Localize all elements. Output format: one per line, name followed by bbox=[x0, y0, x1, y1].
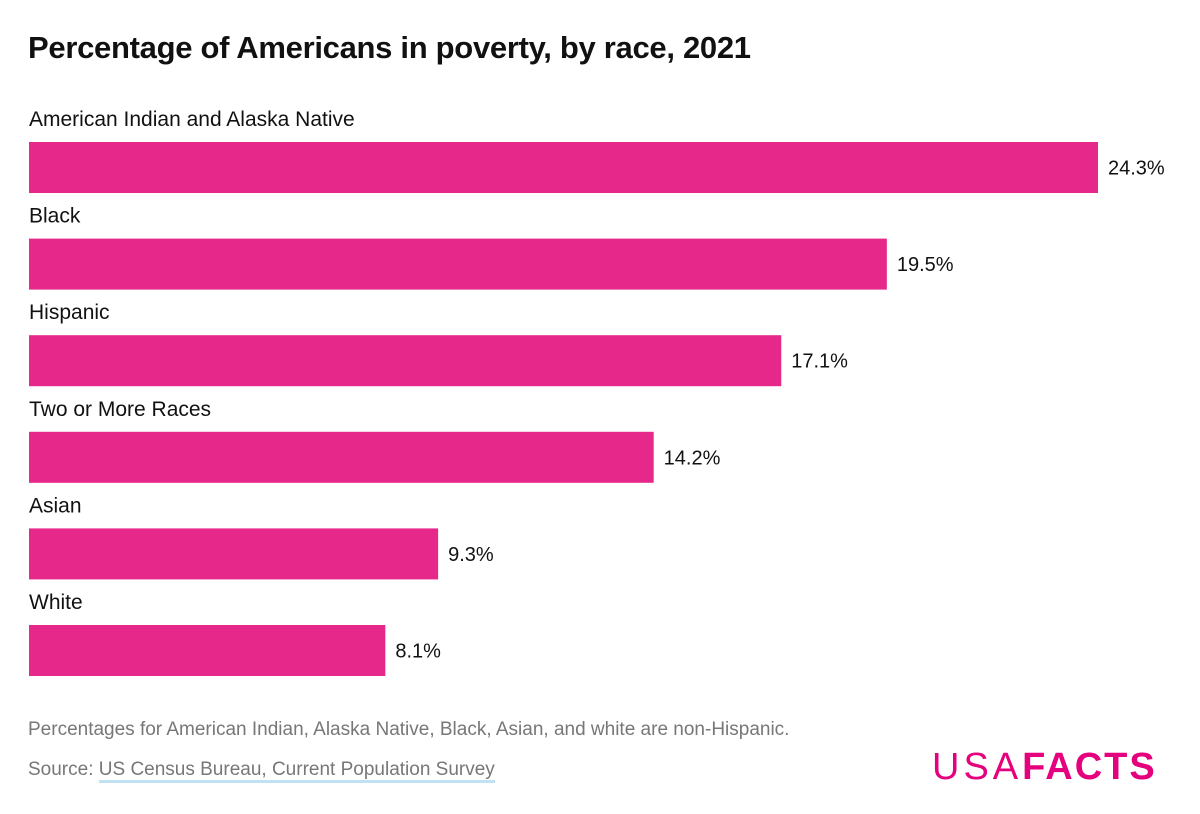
value-label: 9.3% bbox=[448, 544, 494, 566]
usafacts-logo: USAFACTS bbox=[932, 746, 1157, 789]
category-label: Two or More Races bbox=[29, 398, 211, 421]
bar bbox=[29, 238, 887, 290]
value-label: 8.1% bbox=[395, 641, 441, 663]
bar bbox=[29, 142, 1098, 193]
footnote: Percentages for American Indian, Alaska … bbox=[28, 719, 790, 740]
source-line: Source: US Census Bureau, Current Popula… bbox=[28, 759, 495, 783]
category-label: Asian bbox=[29, 494, 82, 517]
bar bbox=[29, 431, 654, 483]
chart-title: Percentage of Americans in poverty, by r… bbox=[28, 30, 751, 65]
value-label: 14.2% bbox=[664, 447, 721, 469]
logo-usa: USA bbox=[932, 746, 1023, 788]
source-prefix: Source: bbox=[28, 759, 99, 780]
bar bbox=[29, 528, 439, 580]
source-link[interactable]: US Census Bureau, Current Population Sur… bbox=[98, 759, 495, 783]
category-label: American Indian and Alaska Native bbox=[29, 108, 355, 131]
bar-chart: American Indian and Alaska Native 24.3% Bl… bbox=[29, 108, 1165, 676]
category-label: White bbox=[29, 591, 83, 614]
value-label: 24.3% bbox=[1108, 158, 1165, 180]
category-label: Hispanic bbox=[29, 301, 110, 324]
logo-facts: FACTS bbox=[1022, 746, 1157, 788]
category-label: Black bbox=[29, 205, 81, 228]
bar bbox=[29, 335, 782, 387]
bar bbox=[29, 625, 386, 676]
value-label: 17.1% bbox=[791, 351, 848, 373]
value-label: 19.5% bbox=[897, 254, 954, 276]
